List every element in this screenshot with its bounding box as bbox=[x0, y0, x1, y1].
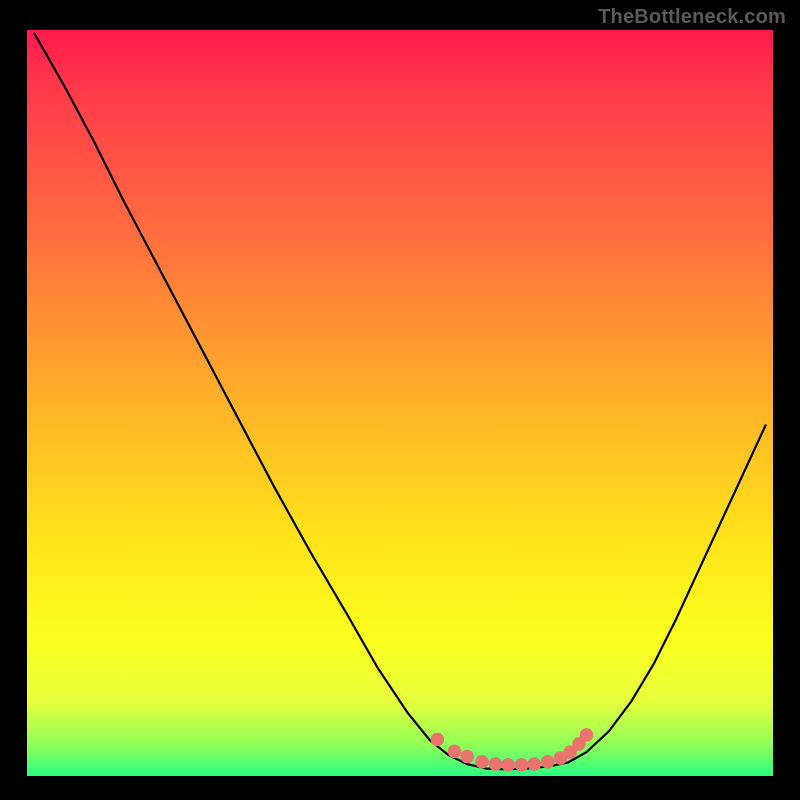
curve-left-segment bbox=[34, 34, 567, 770]
watermark-text: TheBottleneck.com bbox=[598, 6, 786, 29]
chart-outer-frame: TheBottleneck.com bbox=[0, 0, 800, 800]
plot-area bbox=[27, 30, 773, 776]
curve-right-segment bbox=[568, 425, 766, 762]
bottleneck-curve bbox=[27, 30, 773, 776]
